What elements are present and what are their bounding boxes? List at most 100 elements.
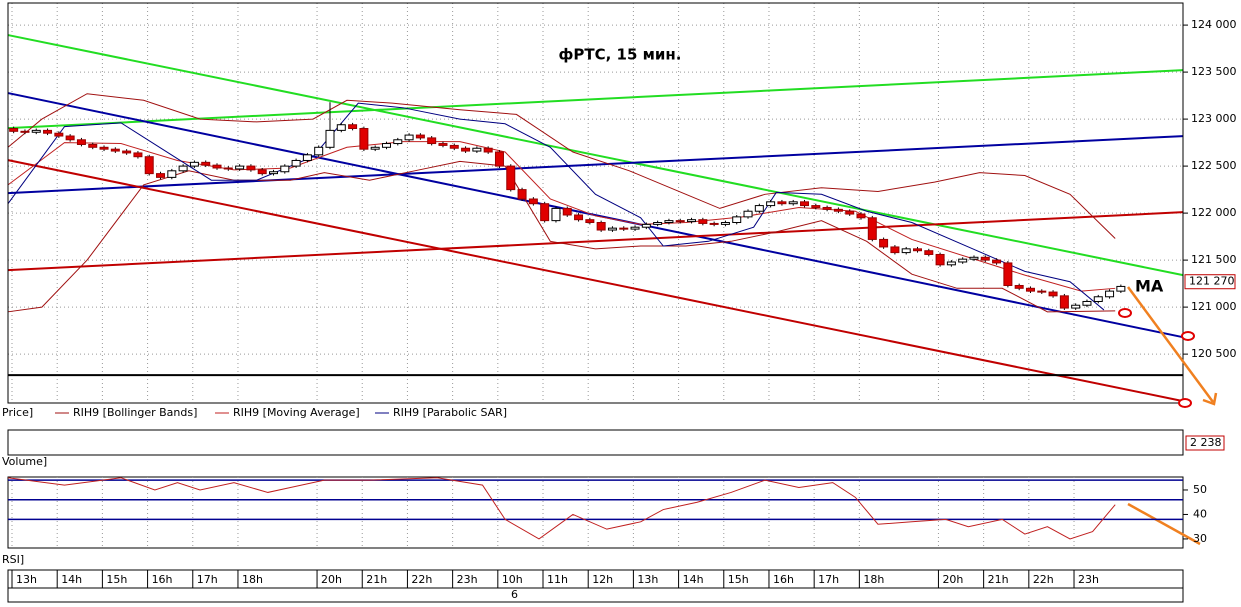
- candle-body: [1071, 304, 1081, 309]
- candle-body: [596, 222, 606, 231]
- price-frame: [7, 2, 1184, 404]
- candle-body: [269, 171, 279, 175]
- candle-body: [879, 238, 889, 248]
- candle-body: [65, 135, 75, 141]
- volume-last-label: 2 238: [1190, 436, 1222, 449]
- x-tick-label: 20h: [321, 573, 342, 586]
- rsi-line: [7, 477, 1116, 540]
- legend-label: RIH9 [Bollinger Bands]: [73, 406, 197, 419]
- candle-body: [1105, 290, 1115, 298]
- x-tick-label: 20h: [942, 573, 963, 586]
- candle-body: [133, 152, 143, 158]
- chart-title: фРТС, 15 мин.: [559, 46, 682, 64]
- candle-body: [992, 259, 1002, 264]
- candle-body: [99, 146, 109, 150]
- candle-body: [1025, 287, 1035, 292]
- markers: [1118, 308, 1195, 408]
- x-tick-label: 15h: [728, 573, 749, 586]
- candle-body: [348, 124, 358, 129]
- candle-body: [257, 169, 267, 175]
- rsi-frame: [7, 476, 1184, 549]
- candle-body: [438, 143, 448, 146]
- y-tick-label: 122 000: [1191, 206, 1237, 219]
- indicator-line: [7, 93, 1116, 239]
- candle-body: [732, 216, 742, 224]
- rsi-tick-label: 40: [1193, 507, 1207, 520]
- y-tick-label: 124 000: [1191, 18, 1237, 31]
- indicator-line: [7, 102, 1105, 311]
- candle-body: [607, 227, 617, 231]
- price-panel: [7, 3, 1184, 403]
- trend-line: [7, 34, 1184, 277]
- candle-body: [517, 189, 527, 200]
- candle-body: [76, 139, 86, 145]
- y-tick-label: 121 000: [1191, 300, 1237, 313]
- candle-body: [551, 207, 561, 222]
- candle-body: [1048, 291, 1058, 297]
- candle-body: [822, 206, 832, 210]
- candle-body: [212, 164, 222, 169]
- candle-body: [88, 143, 98, 148]
- candle-body: [845, 210, 855, 215]
- candle-body: [9, 127, 19, 132]
- candle-body: [720, 222, 730, 225]
- panel-label: Price]: [2, 406, 33, 419]
- candle-body: [235, 165, 245, 170]
- indicator-line: [7, 160, 1116, 313]
- trend-line: [7, 211, 1184, 272]
- candle-body: [223, 167, 233, 170]
- arrow: [1127, 502, 1201, 546]
- candle-body: [653, 222, 663, 225]
- candle-body: [788, 201, 798, 205]
- legend-label: RIH9 [Moving Average]: [233, 406, 360, 419]
- candle-body: [675, 220, 685, 223]
- candle-body: [766, 201, 776, 207]
- x-tick-label: 14h: [61, 573, 82, 586]
- candle-body: [574, 214, 584, 221]
- volume-frame: [7, 429, 1184, 456]
- trend-line: [7, 92, 1184, 339]
- candle-body: [833, 208, 843, 212]
- candle-body: [1082, 300, 1092, 306]
- x-tick-label: 16h: [773, 573, 794, 586]
- candle-body: [246, 165, 256, 171]
- trend-line: [7, 135, 1184, 195]
- candle-body: [302, 154, 312, 161]
- candle-body: [381, 143, 391, 148]
- candle-body: [528, 198, 538, 205]
- candle-body: [958, 258, 968, 263]
- x-tick-label: 10h: [502, 573, 523, 586]
- candle-body: [461, 147, 471, 152]
- candle-body: [314, 146, 324, 156]
- y-tick-label: 122 500: [1191, 159, 1237, 172]
- date-label: 6: [511, 588, 518, 601]
- candle-body: [506, 165, 516, 191]
- x-tick-label: 17h: [197, 573, 218, 586]
- x-tick-label: 14h: [683, 573, 704, 586]
- last-price-box: [1184, 274, 1236, 290]
- y-tick-label: 123 500: [1191, 65, 1237, 78]
- x-tick-label: 18h: [863, 573, 884, 586]
- y-tick-label: 121 500: [1191, 253, 1237, 266]
- candle-body: [924, 250, 934, 255]
- candle-body: [743, 210, 753, 218]
- x-tick-label: 12h: [592, 573, 613, 586]
- rsi-tick-label: 30: [1193, 532, 1207, 545]
- candle-body: [777, 201, 787, 205]
- annotation-arrows: [1126, 286, 1218, 546]
- candle-body: [630, 226, 640, 230]
- x-tick-label: 16h: [152, 573, 173, 586]
- candle-body: [1116, 285, 1126, 292]
- candle-body: [167, 170, 177, 178]
- x-tick-label: 11h: [547, 573, 568, 586]
- candle-body: [540, 203, 550, 222]
- candle-body: [912, 248, 922, 252]
- candle-body: [189, 161, 199, 167]
- circle-marker: [1118, 308, 1132, 318]
- candle-body: [1037, 290, 1047, 293]
- last-price-label: 121 270: [1189, 275, 1235, 288]
- candle-body: [709, 222, 719, 225]
- candle-body: [641, 223, 651, 228]
- candle-body: [664, 220, 674, 224]
